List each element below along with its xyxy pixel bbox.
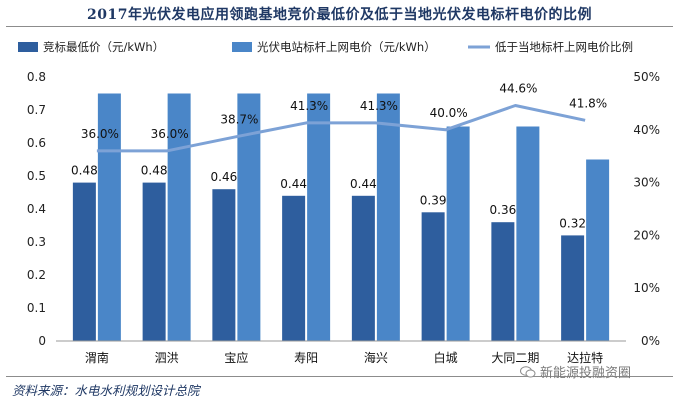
watermark: 新能源投融资圈 [520, 362, 631, 381]
x-tick-label: 白城 [434, 350, 458, 365]
bar-bid-7 [491, 222, 515, 341]
y-tick-label: 0.7 [27, 103, 46, 117]
bar-bid-label: 0.39 [420, 193, 447, 207]
y-tick-label: 0.4 [27, 202, 46, 216]
bar-bid-label: 0.32 [559, 216, 586, 230]
y2-tick-label: 50% [633, 70, 660, 84]
source-note: 资料来源：水电水利规划设计总院 [12, 383, 200, 398]
bar-bid-label: 0.36 [490, 203, 517, 217]
bar-bid-6 [421, 212, 445, 341]
bar-bid-label: 0.48 [71, 164, 98, 178]
bar-bid-label: 0.44 [280, 177, 307, 191]
bar-benchmark-1 [97, 93, 121, 341]
ratio-label: 36.0% [151, 127, 189, 141]
bar-benchmark-8 [586, 159, 610, 341]
title-divider [6, 26, 673, 27]
bar-bid-label: 0.48 [141, 164, 168, 178]
legend-label-2: 光伏电站标杆上网电价（元/kWh） [257, 40, 436, 54]
bar-benchmark-2 [167, 93, 191, 341]
watermark-text: 新能源投融资圈 [540, 366, 632, 381]
bar-bid-5 [351, 195, 375, 341]
chart-title: 2017年光伏发电应用领跑基地竞价最低价及低于当地光伏发电标杆电价的比例 [87, 7, 592, 23]
wechat-icon [520, 365, 536, 377]
x-tick-label: 达拉特 [567, 350, 603, 365]
ratio-label: 36.0% [81, 127, 119, 141]
bar-bid-4 [282, 195, 306, 341]
y-tick-label: 0.5 [27, 169, 46, 183]
y-tick-label: 0 [38, 334, 46, 348]
y-tick-label: 0.2 [27, 268, 46, 282]
ratio-line [96, 104, 586, 153]
bar-benchmark-3 [237, 93, 261, 341]
y2-tick-label: 40% [633, 123, 660, 137]
legend-label-3: 低于当地标杆上网电价比例 [495, 40, 633, 54]
bar-bid-3 [212, 189, 236, 341]
bar-bid-8 [561, 235, 585, 341]
x-tick-label: 海兴 [364, 350, 388, 365]
x-tick-label: 宝应 [224, 350, 248, 365]
legend-label-1: 竞标最低价（元/kWh） [43, 40, 164, 54]
ratio-label: 40.0% [430, 106, 468, 120]
y2-tick-label: 20% [633, 228, 660, 242]
legend-swatch-1 [18, 42, 38, 52]
x-tick-label: 渭南 [85, 350, 109, 365]
bar-benchmark-4 [307, 93, 331, 341]
bar-benchmark-7 [516, 126, 540, 341]
y-tick-label: 0.1 [27, 301, 46, 315]
y-tick-label: 0.6 [27, 136, 46, 150]
chart-area: 竞标最低价（元/kWh） 光伏电站标杆上网电价（元/kWh） 低于当地标杆上网电价比… [18, 40, 660, 365]
y-tick-label: 0.3 [27, 235, 46, 249]
x-tick-label: 寿阳 [294, 351, 318, 365]
bar-bid-1 [72, 182, 96, 341]
ratio-label: 41.3% [290, 99, 328, 113]
y2-tick-label: 30% [633, 176, 660, 190]
bar-bid-label: 0.44 [350, 177, 377, 191]
x-tick-label: 泗洪 [155, 351, 179, 365]
y2-tick-label: 0% [641, 334, 660, 348]
bar-bid-2 [142, 182, 166, 341]
bar-benchmark-5 [376, 93, 400, 341]
ratio-label: 38.7% [220, 113, 258, 127]
ratio-label: 41.8% [569, 96, 607, 110]
bar-bid-label: 0.46 [211, 170, 238, 184]
legend-swatch-2 [232, 42, 252, 52]
y2-tick-label: 10% [633, 281, 660, 295]
y-tick-label: 0.8 [27, 70, 46, 84]
bar-benchmark-6 [446, 126, 470, 341]
x-tick-label: 大同二期 [491, 351, 539, 365]
footer-divider [6, 376, 673, 377]
ratio-label: 41.3% [360, 99, 398, 113]
ratio-label: 44.6% [499, 82, 537, 96]
